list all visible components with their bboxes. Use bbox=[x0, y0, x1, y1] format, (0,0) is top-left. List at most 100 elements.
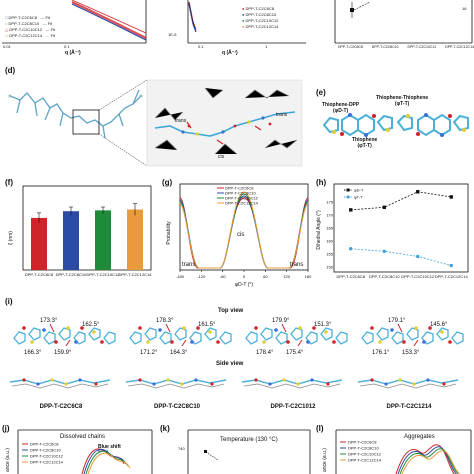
top-mid-legend: ● DPP-T-C2C6C8 ● DPP-T-C2C8C10 ● DPP-T-C… bbox=[242, 6, 279, 29]
h-series-line bbox=[350, 191, 452, 211]
i-angle-marker bbox=[165, 323, 171, 333]
i-angle-dt-bottom: 171.2° bbox=[140, 350, 158, 356]
h-ytick-label: 170 bbox=[326, 213, 333, 218]
h-point bbox=[416, 190, 420, 194]
panel-label-l: (l) bbox=[316, 424, 324, 433]
g-probability-chart: Probability -180 -120 -60 0 60 120 180 φD-T (°… bbox=[166, 183, 312, 288]
d-cis: cis bbox=[218, 154, 225, 160]
i-molecule-name: DPP-T-C2C8C10 bbox=[154, 404, 201, 410]
h-point bbox=[416, 254, 420, 259]
e-thiophene-dpp: Thiophene-DPP (φD-T) bbox=[322, 102, 360, 114]
g-xtick-label: 0 bbox=[243, 274, 246, 279]
h-legend: φD-T φT-T bbox=[344, 188, 364, 200]
i-angle-marker bbox=[49, 323, 55, 333]
i-side-view-chain bbox=[125, 379, 227, 389]
h-series-line bbox=[350, 248, 452, 266]
svg-text:DPP-T-C2C6C8: DPP-T-C2C6C8 bbox=[30, 442, 59, 447]
f-bar bbox=[127, 209, 143, 270]
top-mid-plot bbox=[187, 0, 306, 44]
f-ylabel: ξ (nm) bbox=[8, 231, 14, 245]
svg-text:DPP-T-C2C10C12: DPP-T-C2C10C12 bbox=[348, 452, 382, 457]
i-angle-marker bbox=[181, 339, 187, 347]
i-molecule-2: 178.3° 161.5° 171.2° 164.3° DPP-T-C2C8C10 bbox=[125, 318, 232, 410]
j-title: Dissolved chains bbox=[60, 434, 105, 440]
j-ylabel: ance (a.u.) bbox=[5, 448, 11, 472]
i-angle-tt-bottom: 153.3° bbox=[402, 350, 420, 356]
g-legend: DPP-T-C2C6C8 DPP-T-C2C8C10 DPP-T-C2C10C1… bbox=[217, 186, 259, 206]
top-mid-xtick-right: 1 bbox=[265, 44, 268, 49]
j-legend: DPP-T-C2C6C8 DPP-T-C2C8C10 DPP-T-C2C10C1… bbox=[22, 442, 64, 465]
i-angle-dt-top: 178.3° bbox=[156, 318, 174, 324]
svg-text:DPP-T-C2C12C14: DPP-T-C2C12C14 bbox=[30, 460, 64, 465]
top-mid-xlabel: q (Å⁻¹) bbox=[222, 50, 238, 56]
svg-text:DPP-T-C2C8C10: DPP-T-C2C8C10 bbox=[348, 446, 379, 451]
top-right-plot bbox=[334, 0, 473, 44]
i-top-view: Top view bbox=[218, 308, 244, 314]
panel-label-i: (i) bbox=[5, 297, 13, 306]
k-ytick: 740 bbox=[178, 446, 185, 451]
i-angle-marker bbox=[397, 323, 403, 333]
top-mid-xtick-left: 0.1 bbox=[198, 44, 204, 49]
top-right-xticks: DPP-T-C2C6C8 DPP-T-C2C8C10 DPP-T-C2C10C12 D… bbox=[338, 45, 474, 49]
i-angle-dt-bottom: 166.3° bbox=[24, 350, 42, 356]
f-plot-frame bbox=[22, 185, 152, 271]
i-side-view-chain bbox=[357, 379, 459, 389]
g-xtick-label: -120 bbox=[197, 274, 206, 279]
top-left-legend: □ DPP-T-C2C6C8 — Fit ○ DPP-T-C2C8C10 — F… bbox=[5, 15, 56, 38]
i-angle-tt-bottom: 159.9° bbox=[54, 350, 72, 356]
svg-text:DPP-T-C2C10C12: DPP-T-C2C10C12 bbox=[30, 454, 64, 459]
e-thiophene-thiophene: Thiophene-Thiophene (φT-T) bbox=[376, 95, 429, 107]
g-xtick-label: -60 bbox=[220, 274, 227, 279]
h-xtick-label: DPP-T-C2C6C8 bbox=[337, 274, 366, 279]
g-xtick-label: 60 bbox=[263, 274, 268, 279]
f-bar-chart: ξ (nm) DPP-T-C2C6C8 DPP-T-C2C8C10 DPP-T-C2… bbox=[8, 185, 152, 277]
g-ylabel: Probability bbox=[166, 221, 172, 245]
h-line-chart: Dihedral Angle (°) DPP-T-C2C6C8 DPP-T-C2C… bbox=[316, 183, 469, 279]
panel-label-j: (j) bbox=[2, 424, 10, 433]
i-angle-marker bbox=[413, 339, 419, 347]
i-angle-tt-top: 161.5° bbox=[198, 322, 216, 328]
e-molecule-structure bbox=[322, 113, 469, 137]
panel-label-f: (f) bbox=[5, 178, 13, 187]
h-xtick-label: DPP-T-C2C8C10 bbox=[369, 274, 400, 279]
top-left-xtick-left: 0.01 bbox=[3, 44, 11, 49]
e-thiophene: Thiophene (φT-T) bbox=[352, 137, 378, 149]
i-angle-marker bbox=[281, 323, 287, 333]
h-ytick-label: 155 bbox=[326, 251, 333, 256]
top-mid-ytick: 1E-5 bbox=[168, 32, 177, 37]
svg-text:DPP-T-C2C6C8: DPP-T-C2C6C8 bbox=[225, 186, 254, 191]
h-point bbox=[382, 249, 386, 253]
i-molecule-name: DPP-T-C2C1012 bbox=[270, 404, 316, 410]
h-point bbox=[382, 205, 386, 209]
i-angle-dt-top: 179.9° bbox=[272, 318, 290, 324]
svg-text:DPP-T-C2C6C8: DPP-T-C2C6C8 bbox=[348, 440, 377, 445]
h-point bbox=[349, 208, 353, 212]
h-xtick-label: DPP-T-C2C10C12 bbox=[401, 274, 435, 279]
top-left-plot bbox=[0, 0, 150, 44]
g-xlabel: φD-T (°) bbox=[235, 282, 254, 288]
svg-text:DPP-T-C2C8C10: DPP-T-C2C8C10 bbox=[30, 448, 61, 453]
h-ytick-label: 160 bbox=[326, 238, 333, 243]
d-trans-left: trans bbox=[175, 118, 187, 124]
f-bar bbox=[63, 211, 79, 270]
svg-text:DPP-T-C2C12C14: DPP-T-C2C12C14 bbox=[225, 201, 259, 206]
d-molecular-snapshot bbox=[8, 79, 303, 167]
i-angle-marker bbox=[65, 339, 71, 347]
svg-text:φT-T: φT-T bbox=[354, 195, 363, 200]
h-ytick-label: 175 bbox=[326, 200, 333, 205]
i-molecule-name: DPP-T-C2C1214 bbox=[386, 404, 432, 410]
h-point bbox=[349, 247, 353, 251]
i-angle-tt-bottom: 164.3° bbox=[170, 350, 188, 356]
g-trans-right: trans bbox=[290, 262, 303, 268]
l-absorbance-chart: ance (a.u.) Aggregates DPP-T-C2C6C8 DPP-… bbox=[322, 429, 472, 474]
top-right-ytick: 16 bbox=[462, 6, 467, 11]
i-side-view-chain bbox=[9, 379, 111, 389]
i-angle-dt-bottom: 176.1° bbox=[372, 350, 390, 356]
j-annotation: Blue shift bbox=[98, 444, 121, 450]
g-xtick-label: 180 bbox=[305, 274, 312, 279]
f-xtick-label: DPP-T-C2C8C10 bbox=[56, 272, 87, 277]
panel-label-h: (h) bbox=[316, 178, 327, 187]
h-ylabel: Dihedral Angle (°) bbox=[316, 210, 322, 250]
g-xtick-label: 120 bbox=[283, 274, 290, 279]
h-xtick-label: DPP-T-C2C12C14 bbox=[435, 274, 469, 279]
